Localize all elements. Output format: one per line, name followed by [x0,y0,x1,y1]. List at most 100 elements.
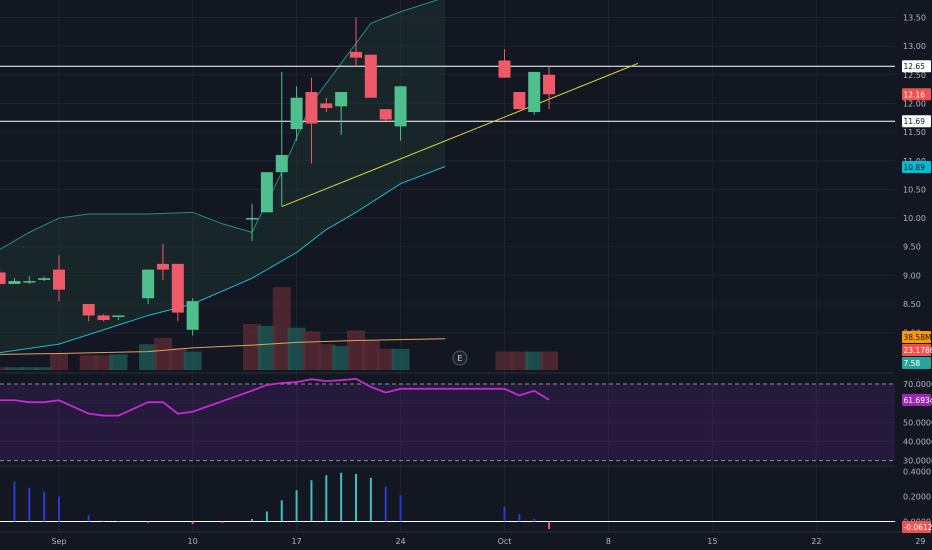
volume-bar [168,347,187,370]
earnings-marker[interactable] [452,350,468,366]
price-badge[interactable] [902,115,931,128]
histogram-bar [369,477,372,522]
price-panel[interactable]: E [0,0,895,366]
price-badge[interactable] [902,344,931,356]
histogram-bar [295,490,298,522]
candle-body[interactable] [379,109,392,120]
volume-bar [0,367,9,370]
price-axis-tick: 10.50 [903,185,926,194]
volume-bar [391,348,410,370]
candle-body[interactable] [543,74,556,95]
histogram-bar [340,472,343,522]
histogram-axis-tick: 0.2000 [903,493,931,502]
histogram-bar [221,521,224,523]
candle-body[interactable] [394,86,407,127]
volume-bar [495,351,514,370]
volume-bar [361,340,380,370]
volume-bar [109,354,128,370]
candle-body[interactable] [290,97,303,130]
price-axis-tick: 13.50 [903,14,926,23]
volume-bar [302,331,321,370]
volume-bar [35,367,54,370]
price-badge[interactable] [902,88,931,101]
earnings-marker-label: E [457,354,462,363]
volume-bar [376,348,395,370]
price-badge[interactable] [902,357,931,369]
histogram-value-badge-text: -0.0612 [904,523,932,532]
candle-body[interactable] [156,263,169,270]
price-badge-text: 12.16 [904,90,926,99]
candle-body[interactable] [335,91,348,107]
price-badge-text: 23.1786 [904,346,932,355]
candle-body[interactable] [38,278,51,280]
candle-body[interactable] [350,51,362,58]
candle-body[interactable] [364,54,377,98]
trend-line[interactable] [281,62,639,208]
time-axis-tick: Sep [51,537,66,546]
bollinger-band-fill [0,0,446,353]
price-badge[interactable] [902,331,931,343]
rsi-value-badge[interactable] [902,393,931,406]
histogram-bar [518,514,521,522]
candle-body[interactable] [513,91,526,110]
price-badge-text: 38.58M [904,333,932,342]
price-axis-tick: 8.50 [903,300,921,309]
time-axis-tick: 8 [606,537,611,546]
candle-body[interactable] [171,263,184,313]
histogram-bar [399,495,402,522]
candle-body[interactable] [246,218,259,220]
volume-bar [287,327,306,370]
histogram-panel[interactable] [0,465,932,529]
candle-body[interactable] [305,91,318,124]
candle-body[interactable] [142,269,155,299]
candle-body[interactable] [320,103,333,109]
candle-body[interactable] [528,71,541,113]
rsi-panel[interactable] [0,372,932,462]
price-badge[interactable] [902,60,931,73]
candle-body[interactable] [186,301,199,330]
histogram-value-badge[interactable] [902,521,931,533]
candle-body[interactable] [23,281,36,283]
volume-bar [317,344,336,370]
candle-body[interactable] [112,315,125,317]
candle-body[interactable] [0,272,6,284]
candle-body[interactable] [8,281,21,284]
histogram-bar [28,487,31,522]
volume-bar [540,351,559,370]
volume-bar [510,351,529,370]
price-badge[interactable] [902,161,931,174]
volume-bar [332,346,351,370]
rsi-line [0,377,550,417]
candle-body[interactable] [498,60,511,78]
histogram-bar [43,491,46,522]
candle-body[interactable] [82,304,95,316]
histogram-bar [58,496,60,522]
candle-body[interactable] [97,315,110,321]
candle-body[interactable] [275,155,288,173]
histogram-bar [503,506,506,522]
histogram-bar [384,486,387,522]
volume-bar [153,337,172,370]
price-badge-text: 10.89 [904,163,926,172]
candle-body[interactable] [260,172,273,213]
volume-bar [257,325,276,370]
histogram-bar [102,520,105,522]
price-badge-text: 7.58 [904,359,921,368]
price-badge-text: 12.65 [904,62,926,71]
volume-bar [50,353,68,370]
histogram-bar [191,521,194,524]
time-axis-tick: 17 [292,537,302,546]
histogram-bar [310,480,313,522]
price-axis-tick: 13.00 [903,42,926,51]
histogram-bar [355,474,357,522]
volume-bar [20,367,39,370]
histogram-bar [251,519,254,522]
rsi-value-badge-text: 61.6934 [904,396,932,405]
candle-body[interactable] [53,269,65,290]
volume-bar [525,351,544,370]
time-axis-tick: 29 [915,537,925,546]
price-axis-tick: 9.50 [903,243,921,252]
histogram-bar [117,521,120,523]
